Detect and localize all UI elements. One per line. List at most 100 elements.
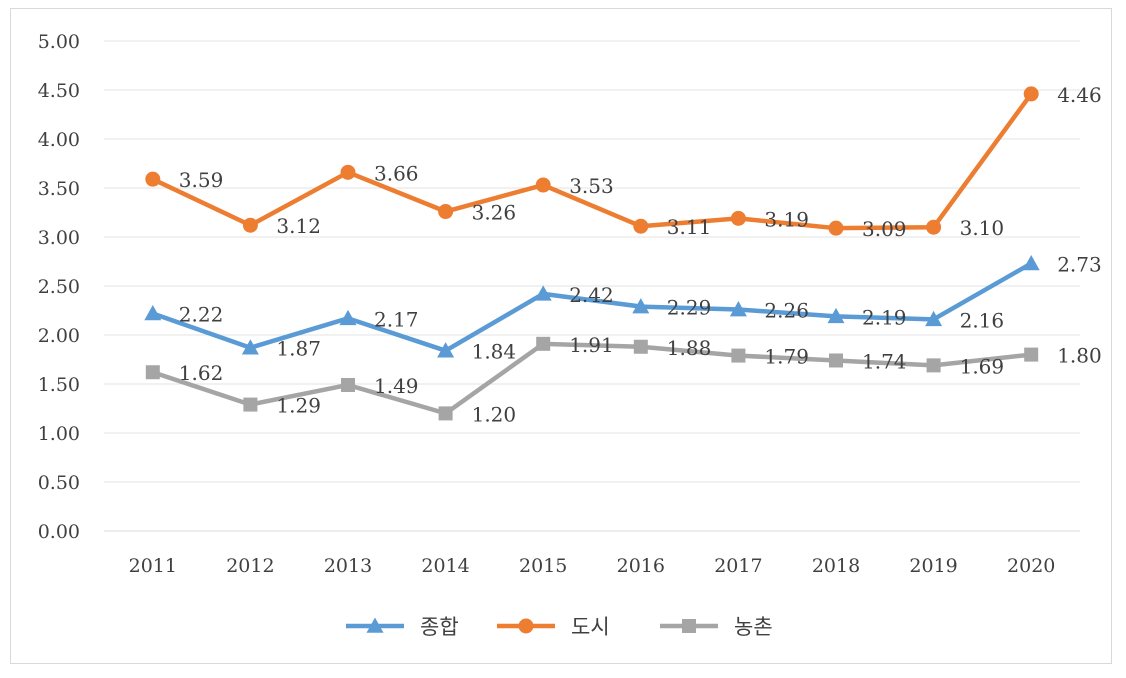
- data-point-triangle: [925, 310, 943, 327]
- series-group: [144, 86, 1040, 421]
- data-label: 3.10: [960, 216, 1005, 240]
- data-label: 2.22: [179, 302, 224, 326]
- data-label: 1.49: [374, 374, 419, 398]
- data-point-triangle: [729, 301, 747, 317]
- y-tick-label: 2.00: [38, 325, 80, 347]
- legend-label: 도시: [571, 615, 610, 639]
- data-point-triangle: [339, 309, 357, 326]
- data-point-square: [341, 377, 355, 392]
- y-tick-label: 3.50: [38, 178, 80, 200]
- data-label: 2.29: [667, 296, 712, 320]
- data-point-circle: [828, 220, 844, 236]
- data-point-square: [682, 619, 696, 633]
- data-point-square: [145, 365, 160, 380]
- data-point-circle: [1023, 86, 1039, 102]
- y-tick-label: 4.00: [38, 129, 80, 151]
- data-label: 2.26: [764, 299, 809, 323]
- x-tick-label: 2020: [1007, 555, 1055, 577]
- x-tick-label: 2015: [519, 555, 567, 577]
- data-label: 1.91: [569, 333, 614, 357]
- x-tick-label: 2018: [812, 555, 860, 577]
- data-label: 1.74: [862, 349, 907, 373]
- data-label: 2.17: [374, 307, 419, 331]
- data-label: 1.84: [472, 340, 517, 364]
- data-point-circle: [242, 217, 258, 233]
- data-label: 3.19: [764, 207, 809, 231]
- legend: 종합 도시 농촌: [346, 615, 773, 639]
- data-label: 1.87: [276, 337, 321, 361]
- series-line-square: [150, 341, 1034, 416]
- data-point-square: [243, 397, 258, 412]
- data-label: 1.80: [1057, 344, 1102, 368]
- data-label: 3.53: [569, 174, 614, 198]
- data-label: 3.26: [472, 201, 517, 225]
- data-point-triangle: [632, 298, 650, 314]
- data-point-triangle: [1022, 254, 1040, 271]
- data-label: 2.42: [569, 283, 614, 307]
- series-line-circle: [150, 91, 1034, 231]
- data-label: 3.59: [179, 168, 224, 192]
- data-label: 1.29: [276, 394, 321, 418]
- legend-label: 종합: [420, 615, 459, 639]
- y-tick-label: 5.00: [38, 31, 80, 53]
- legend-label: 농촌: [734, 615, 773, 639]
- data-label: 2.16: [960, 308, 1005, 332]
- y-tick-label: 3.00: [38, 227, 80, 249]
- data-point-square: [438, 406, 453, 421]
- data-point-square: [829, 353, 843, 368]
- x-tick-label: 2013: [324, 555, 372, 577]
- gridlines: [104, 40, 1080, 532]
- x-tick-label: 2019: [909, 555, 957, 577]
- data-label: 1.88: [667, 336, 712, 360]
- data-point-triangle: [144, 304, 162, 321]
- data-point-circle: [535, 177, 551, 193]
- chart-frame: [10, 8, 1112, 664]
- x-tick-label: 2011: [129, 555, 177, 577]
- x-tick-label: 2016: [617, 555, 665, 577]
- y-tick-label: 1.00: [38, 423, 80, 445]
- data-point-circle: [145, 171, 161, 187]
- data-point-circle: [633, 218, 649, 234]
- data-label: 2.73: [1057, 252, 1102, 276]
- legend-item: 도시: [497, 615, 610, 639]
- data-label: 1.79: [764, 345, 809, 369]
- y-tick-label: 2.50: [38, 276, 80, 298]
- data-point-square: [1024, 347, 1039, 362]
- data-label: 3.66: [374, 161, 419, 185]
- data-label: 4.46: [1057, 83, 1102, 107]
- data-label: 1.62: [179, 361, 224, 385]
- y-tick-label: 4.50: [38, 80, 80, 102]
- data-label: 2.19: [862, 305, 907, 329]
- data-label: 1.20: [472, 402, 517, 426]
- legend-item: 농촌: [660, 615, 773, 639]
- y-tick-label: 0.00: [38, 521, 80, 543]
- legend-item: 종합: [346, 615, 459, 639]
- data-labels: 2.22 1.87 2.17 1.84 2.42 2.29 2.26 2.19 2.16 2.73…: [179, 83, 1102, 426]
- y-tick-label: 1.50: [38, 374, 80, 396]
- x-tick-label: 2017: [714, 555, 762, 577]
- x-tick-label: 2012: [226, 555, 274, 577]
- data-point-square: [633, 339, 648, 354]
- data-label: 3.09: [862, 217, 907, 241]
- data-label: 3.11: [667, 215, 712, 239]
- data-point-circle: [438, 204, 454, 220]
- y-axis: 0.00 0.50 1.00 1.50 2.00 2.50 3.00 3.50 4.00 4.50…: [38, 31, 80, 543]
- data-point-triangle: [437, 342, 455, 358]
- data-point-triangle: [241, 339, 259, 355]
- data-point-triangle: [827, 307, 845, 324]
- data-label: 1.69: [960, 354, 1005, 378]
- data-point-triangle: [366, 617, 384, 633]
- data-label: 3.12: [276, 214, 321, 238]
- series-line-triangle: [150, 261, 1034, 353]
- x-axis: 2011 2012 2013 2014 2015 2016 2017 2018 2019 2020: [129, 555, 1056, 577]
- data-point-circle: [340, 164, 356, 180]
- x-tick-label: 2014: [421, 555, 469, 577]
- data-point-square: [536, 336, 551, 351]
- data-point-circle: [518, 618, 534, 634]
- data-point-triangle: [534, 285, 552, 301]
- data-point-square: [731, 348, 746, 363]
- y-tick-label: 0.50: [38, 472, 80, 494]
- data-point-square: [926, 358, 941, 373]
- data-point-circle: [926, 219, 942, 235]
